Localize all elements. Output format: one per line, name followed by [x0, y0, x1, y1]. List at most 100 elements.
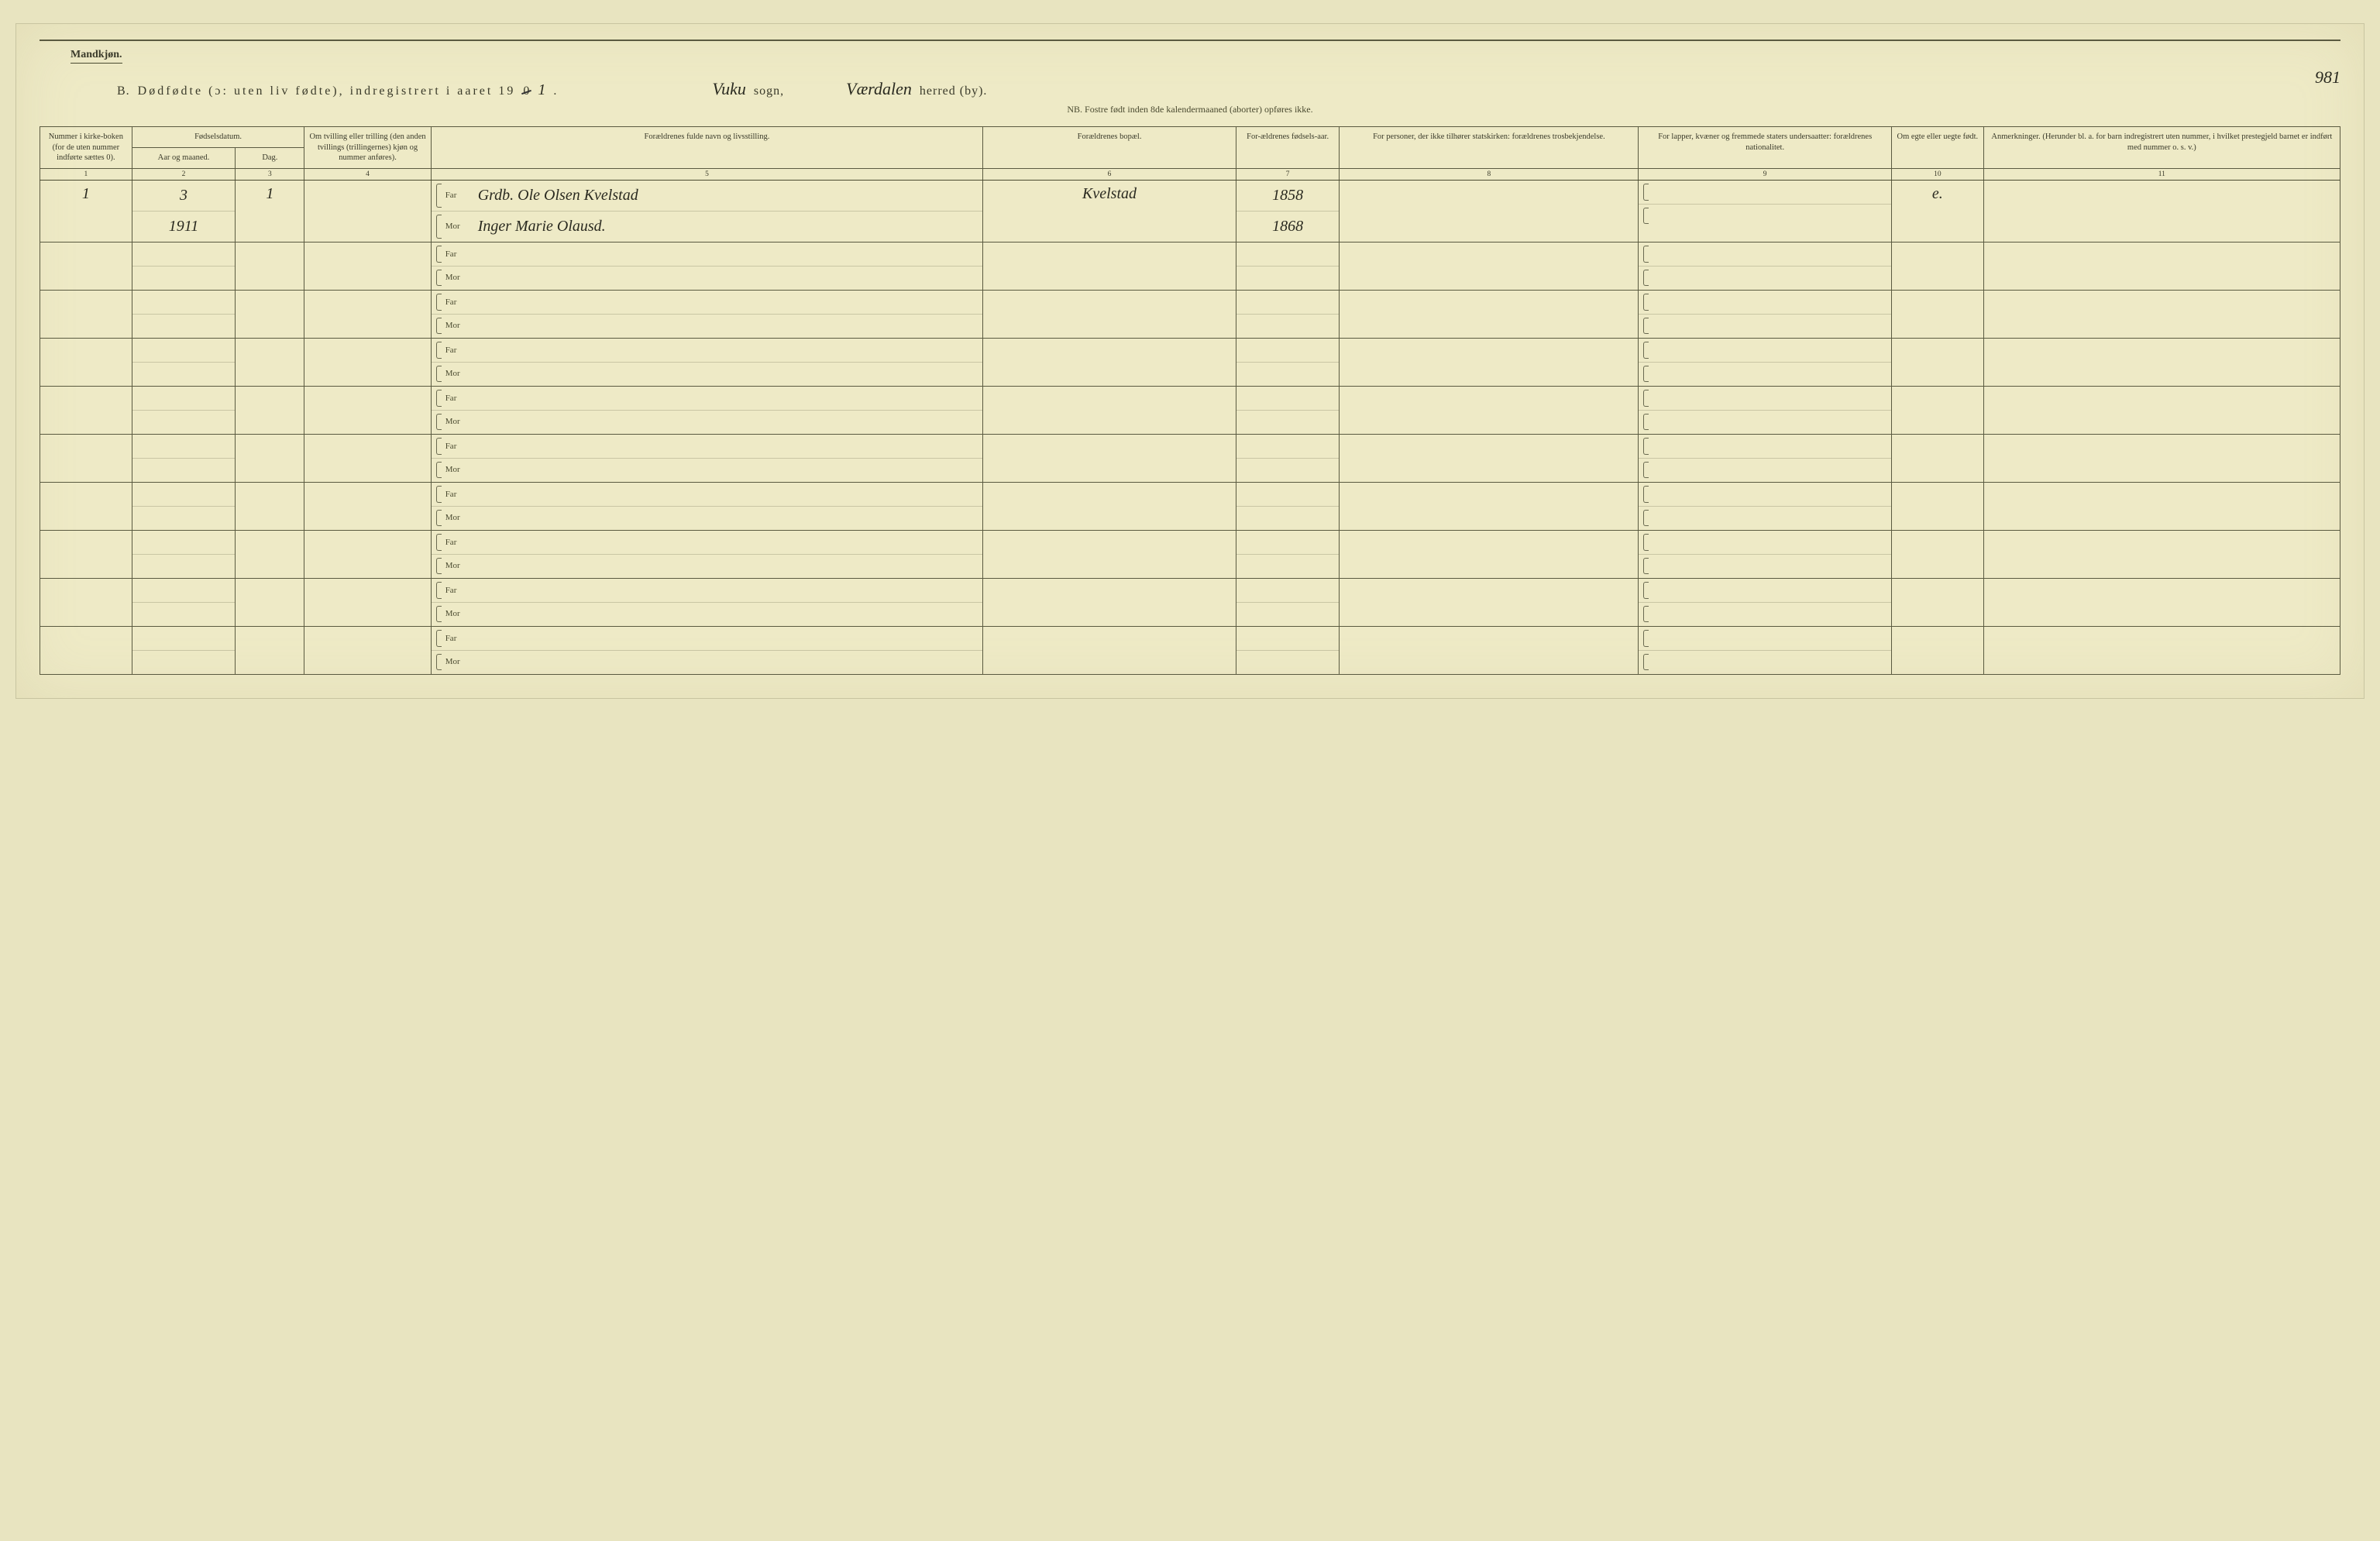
cell [1340, 482, 1639, 530]
col-header: For-ældrenes fødsels-aar. [1236, 127, 1340, 169]
cell [40, 386, 132, 434]
cell [304, 338, 431, 386]
cell [132, 530, 236, 578]
cell [1340, 578, 1639, 626]
title-year-hand: 1 [538, 81, 545, 99]
cell [1983, 338, 2340, 386]
cell [304, 482, 431, 530]
colnum: 3 [236, 168, 304, 180]
table-row: Far Mor [40, 530, 2340, 578]
cell [1340, 242, 1639, 290]
cell [1639, 290, 1892, 338]
cell [40, 482, 132, 530]
cell [1983, 530, 2340, 578]
cell [1983, 578, 2340, 626]
cell [40, 578, 132, 626]
cell [236, 578, 304, 626]
cell [132, 290, 236, 338]
cell: Far Mor [431, 578, 983, 626]
cell [1891, 290, 1983, 338]
cell [1639, 338, 1892, 386]
cell [1891, 482, 1983, 530]
cell [236, 482, 304, 530]
cell [1236, 386, 1340, 434]
cell [983, 434, 1236, 482]
cell [983, 242, 1236, 290]
page-number: 981 [2315, 67, 2340, 88]
cell [132, 386, 236, 434]
col-header: Nummer i kirke-boken (for de uten nummer… [40, 127, 132, 169]
cell [1639, 386, 1892, 434]
cell [1983, 386, 2340, 434]
cell: Far Mor [431, 242, 983, 290]
cell: Far Mor [431, 530, 983, 578]
cell [236, 626, 304, 674]
cell [236, 242, 304, 290]
colnum: 8 [1340, 168, 1639, 180]
cell: Far Mor [431, 338, 983, 386]
cell [40, 290, 132, 338]
cell: Far Mor [431, 626, 983, 674]
col-header: For lapper, kvæner og fremmede staters u… [1639, 127, 1892, 169]
cell: 31911 [132, 180, 236, 242]
cell [132, 626, 236, 674]
cell [1639, 578, 1892, 626]
herred-label: herred (by). [920, 84, 988, 98]
cell [304, 180, 431, 242]
cell [236, 386, 304, 434]
cell: Far Mor [431, 290, 983, 338]
table-head: Nummer i kirke-boken (for de uten nummer… [40, 127, 2340, 181]
table-row: Far Mor [40, 242, 2340, 290]
cell [236, 338, 304, 386]
table-row: Far Mor [40, 482, 2340, 530]
cell [1639, 180, 1892, 242]
cell [1340, 290, 1639, 338]
cell [1639, 482, 1892, 530]
col-header: Om egte eller uegte født. [1891, 127, 1983, 169]
cell [983, 482, 1236, 530]
cell [132, 578, 236, 626]
cell [132, 242, 236, 290]
cell [1891, 338, 1983, 386]
cell [1236, 626, 1340, 674]
cell: Far Mor [431, 434, 983, 482]
title-year-struck: 0 [523, 84, 530, 98]
cell [304, 242, 431, 290]
cell [1340, 180, 1639, 242]
cell [1891, 530, 1983, 578]
herred-handwritten: Værdalen [846, 79, 912, 99]
table-row: Far Mor [40, 338, 2340, 386]
cell [40, 242, 132, 290]
cell [983, 386, 1236, 434]
gender-label: Mandkjøn. [71, 49, 122, 64]
cell [40, 434, 132, 482]
cell [236, 434, 304, 482]
col-header: Om tvilling eller trilling (den anden tv… [304, 127, 431, 169]
cell [236, 290, 304, 338]
cell [983, 530, 1236, 578]
register-page: Mandkjøn. 981 B. Dødfødte (ɔ: uten liv f… [15, 23, 2365, 699]
cell [132, 338, 236, 386]
cell: e. [1891, 180, 1983, 242]
colnum: 6 [983, 168, 1236, 180]
table-body: 1319111 FarGrdb. Ole Olsen Kvelstad MorI… [40, 180, 2340, 674]
cell: 1 [236, 180, 304, 242]
colnum: 11 [1983, 168, 2340, 180]
cell [304, 578, 431, 626]
sogn-handwritten: Vuku [712, 79, 746, 99]
cell [1236, 434, 1340, 482]
cell: Far Mor [431, 482, 983, 530]
cell [1340, 530, 1639, 578]
cell [1639, 242, 1892, 290]
cell [304, 434, 431, 482]
sogn-label: sogn, [754, 84, 784, 98]
title-line: B. Dødfødte (ɔ: uten liv fødte), indregi… [117, 79, 2340, 99]
cell [1983, 626, 2340, 674]
col-subheader: Dag. [236, 147, 304, 168]
cell: Far Mor [431, 386, 983, 434]
cell [304, 626, 431, 674]
title-prefix: B. [117, 84, 130, 98]
register-table: Nummer i kirke-boken (for de uten nummer… [40, 126, 2340, 675]
table-row: Far Mor [40, 290, 2340, 338]
cell [1983, 434, 2340, 482]
